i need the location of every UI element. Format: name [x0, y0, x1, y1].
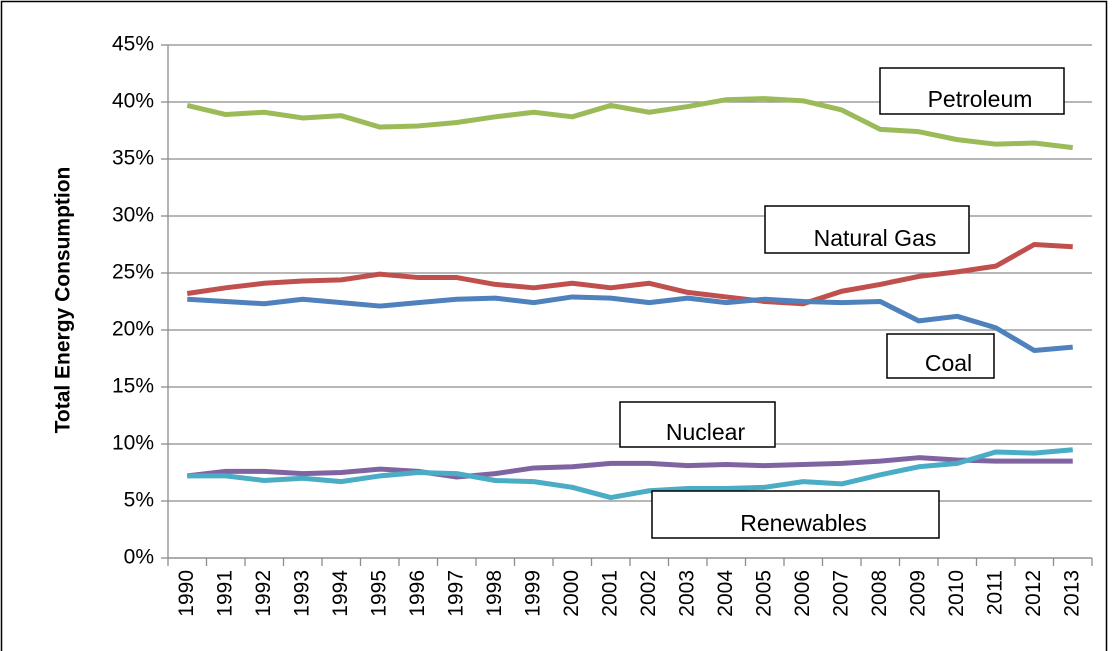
x-tick-label: 1995: [367, 570, 390, 617]
x-tick-label: 2000: [560, 570, 583, 617]
series-line: [186, 242, 1073, 307]
x-tick-label: 1992: [252, 570, 275, 617]
y-tick-label: 5%: [124, 489, 154, 512]
y-tick-label: 45%: [112, 33, 154, 56]
x-tick-label: 2001: [598, 570, 621, 617]
x-tick-label: 2012: [1022, 570, 1045, 617]
x-tick-label: 2007: [829, 570, 852, 617]
series-line: [186, 96, 1074, 151]
x-tick-label: 2010: [945, 570, 968, 617]
series-label: Renewables: [740, 510, 867, 536]
y-tick-label: 10%: [112, 432, 154, 455]
x-tick-label: 2008: [868, 570, 891, 617]
series-label: Nuclear: [666, 419, 746, 445]
x-tick-label: 1998: [483, 570, 506, 617]
x-tick-label: 1991: [213, 570, 236, 617]
x-tick-label: 1990: [175, 570, 198, 617]
x-tick-label: 2013: [1060, 570, 1083, 617]
y-tick-label: 35%: [112, 147, 154, 170]
series-line: [187, 447, 1073, 501]
x-tick-label: 2011: [983, 570, 1006, 615]
series-line: [186, 455, 1073, 480]
y-tick-label: 30%: [112, 204, 154, 227]
y-axis-title: Total Energy Consumption: [52, 167, 75, 434]
series-label-box: [886, 333, 995, 379]
x-tick-label: 2004: [714, 570, 737, 617]
x-tick-label: 2002: [637, 570, 660, 617]
series-line: [187, 294, 1073, 354]
x-tick-label: 1997: [444, 570, 467, 617]
x-tick-label: 1994: [329, 570, 352, 617]
x-tick-label: 1996: [406, 570, 429, 617]
x-tick-label: 1993: [290, 570, 313, 617]
x-tick-label: 2003: [675, 570, 698, 617]
y-tick-label: 25%: [112, 261, 154, 284]
series-label-box: [764, 205, 970, 254]
x-tick-label: 2006: [791, 570, 814, 617]
x-tick-label: 1999: [521, 570, 544, 617]
series-label-box: [651, 490, 940, 539]
series-label-box: [619, 401, 776, 448]
series-label: Natural Gas: [814, 225, 937, 251]
x-tick-label: 2005: [752, 570, 775, 617]
y-tick-label: 15%: [112, 375, 154, 398]
x-tick-label: 2009: [906, 570, 929, 617]
series-label: Petroleum: [928, 86, 1033, 112]
series-label-box: [879, 67, 1065, 115]
y-tick-label: 40%: [112, 90, 154, 113]
series-label: Coal: [925, 350, 972, 376]
y-tick-label: 0%: [124, 546, 154, 569]
y-tick-label: 20%: [112, 318, 154, 341]
